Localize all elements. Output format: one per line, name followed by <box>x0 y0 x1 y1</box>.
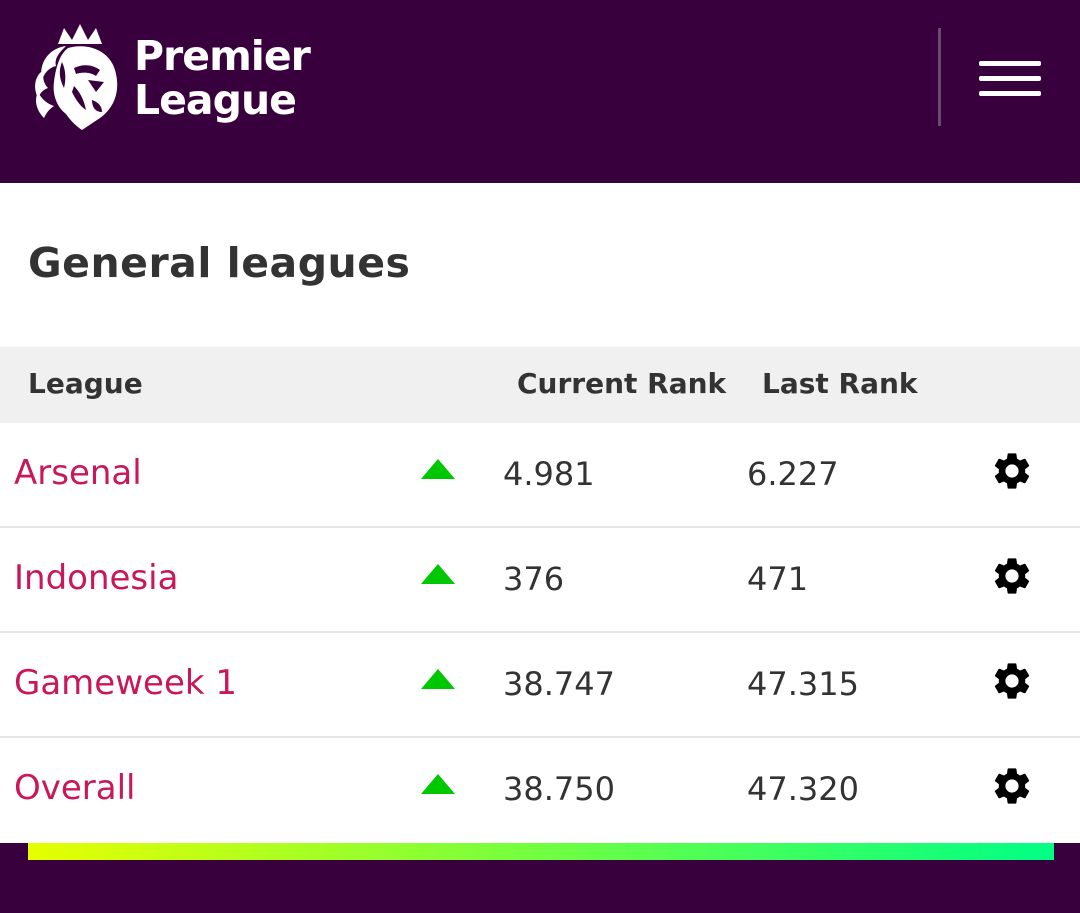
table-row: Indonesia 376 471 <box>0 528 1080 633</box>
column-header-league: League <box>28 367 143 400</box>
menu-bar-top <box>979 61 1041 66</box>
table-header: League Current Rank Last Rank <box>0 347 1080 423</box>
header-divider <box>938 28 941 126</box>
league-link-indonesia[interactable]: Indonesia <box>14 558 179 598</box>
last-rank-value: 47.315 <box>747 665 859 703</box>
logo-wordmark: Premier League <box>134 31 311 124</box>
rank-up-arrow-icon <box>421 669 455 689</box>
current-rank-value: 376 <box>503 560 565 598</box>
column-header-current-rank: Current Rank <box>517 367 727 400</box>
general-leagues-card: General leagues League Current Rank Last… <box>0 183 1080 843</box>
logo-line-1: Premier <box>134 31 311 80</box>
league-link-arsenal[interactable]: Arsenal <box>14 453 142 493</box>
accent-gradient-bar <box>28 843 1054 860</box>
logo-line-2: League <box>134 75 297 124</box>
table-row: Overall 38.750 47.320 <box>0 738 1080 841</box>
menu-bar-bottom <box>979 91 1041 96</box>
lion-crest-icon <box>35 23 118 130</box>
current-rank-value: 38.750 <box>503 770 615 808</box>
gear-icon[interactable] <box>990 764 1034 808</box>
current-rank-value: 38.747 <box>503 665 615 703</box>
current-rank-value: 4.981 <box>503 455 595 493</box>
rank-up-arrow-icon <box>421 459 455 479</box>
last-rank-value: 47.320 <box>747 770 859 808</box>
site-header: Premier League <box>0 0 1080 183</box>
gear-icon[interactable] <box>990 659 1034 703</box>
gear-icon[interactable] <box>990 449 1034 493</box>
menu-bar-middle <box>979 76 1041 81</box>
table-row: Gameweek 1 38.747 47.315 <box>0 633 1080 738</box>
league-link-gameweek-1[interactable]: Gameweek 1 <box>14 663 237 703</box>
page-title: General leagues <box>28 239 411 287</box>
rank-up-arrow-icon <box>421 564 455 584</box>
column-header-last-rank: Last Rank <box>762 367 918 400</box>
last-rank-value: 471 <box>747 560 809 598</box>
table-row: Arsenal 4.981 6.227 <box>0 423 1080 528</box>
league-link-overall[interactable]: Overall <box>14 768 136 808</box>
hamburger-menu-button[interactable] <box>968 55 1052 105</box>
gear-icon[interactable] <box>990 554 1034 598</box>
rank-up-arrow-icon <box>421 774 455 794</box>
last-rank-value: 6.227 <box>747 455 839 493</box>
premier-league-logo[interactable]: Premier League <box>30 20 311 135</box>
